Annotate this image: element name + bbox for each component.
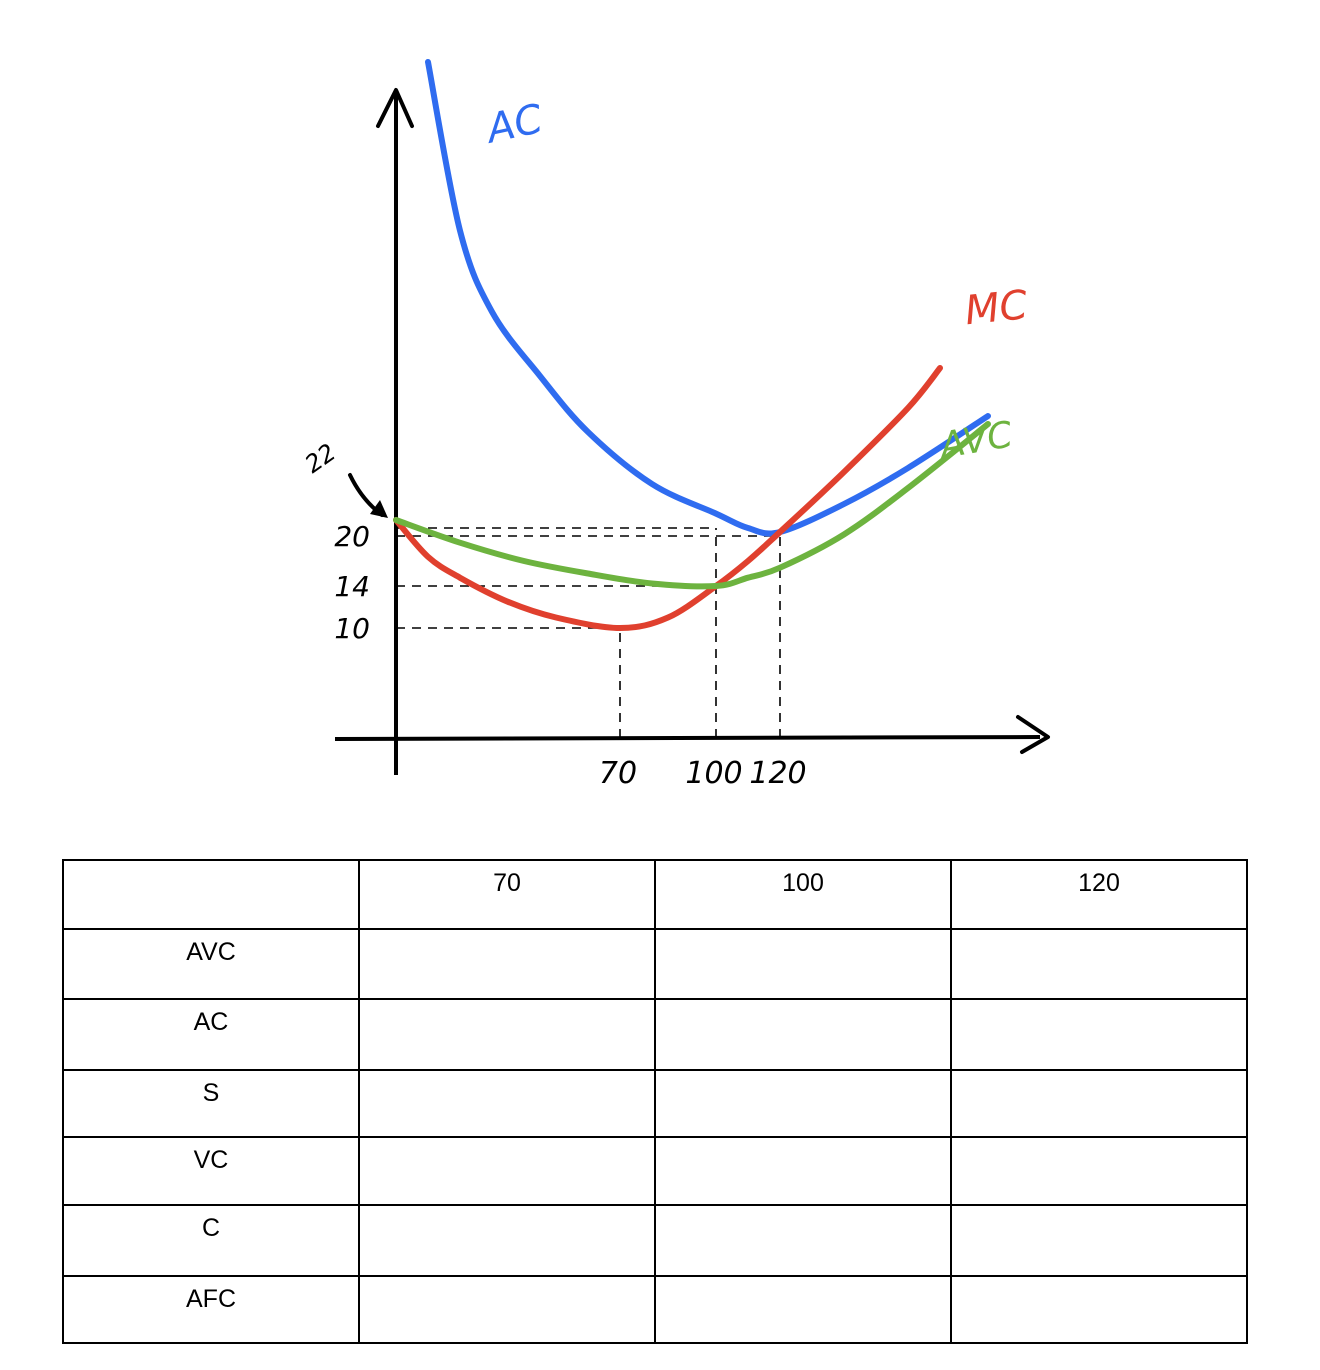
arrowhead-icon bbox=[370, 500, 388, 518]
curve-avc bbox=[393, 421, 991, 590]
x-axis-arrow-icon bbox=[1016, 715, 1050, 754]
table-row: VC bbox=[62, 1136, 1248, 1206]
row-label: C bbox=[62, 1204, 360, 1277]
table-header-row: 70 100 120 bbox=[62, 859, 1248, 930]
row-label: VC bbox=[62, 1136, 360, 1206]
table-header-cell: 100 bbox=[654, 859, 952, 930]
annotations: 22 bbox=[300, 438, 388, 518]
table-cell bbox=[950, 998, 1248, 1071]
table-cell bbox=[358, 1204, 656, 1277]
row-label: S bbox=[62, 1069, 360, 1138]
table-header-cell: 70 bbox=[358, 859, 656, 930]
table-cell bbox=[654, 928, 952, 1000]
table-cell bbox=[654, 998, 952, 1071]
series-label-mc: MC bbox=[963, 282, 1030, 334]
x-tick-label: 120 bbox=[749, 756, 806, 791]
table-cell bbox=[654, 1136, 952, 1206]
x-axis bbox=[334, 735, 1041, 741]
row-label: AC bbox=[62, 998, 360, 1071]
table-cell bbox=[358, 928, 656, 1000]
table-cell bbox=[358, 1069, 656, 1138]
curve-mc bbox=[393, 365, 943, 631]
table-cell bbox=[950, 1204, 1248, 1277]
table-cell bbox=[654, 1069, 952, 1138]
table-row: C bbox=[62, 1204, 1248, 1277]
table-cell bbox=[654, 1275, 952, 1344]
y-tick-label: 20 bbox=[334, 520, 370, 553]
table-header-cell bbox=[62, 859, 360, 930]
table-row: AC bbox=[62, 998, 1248, 1071]
series-label-ac: AC bbox=[480, 96, 547, 153]
series-curves: AC MC AVC bbox=[393, 59, 1030, 631]
table-cell bbox=[358, 1275, 656, 1344]
cost-curves-chart: AC MC AVC 70 100 120 10 14 20 22 bbox=[300, 59, 1050, 791]
table-cell bbox=[950, 1069, 1248, 1138]
table-cell bbox=[358, 1136, 656, 1206]
x-tick-label: 100 bbox=[685, 756, 742, 791]
x-tick-label: 70 bbox=[599, 756, 637, 791]
curve-ac bbox=[425, 59, 991, 537]
guide-lines bbox=[396, 527, 781, 738]
table-row: S bbox=[62, 1069, 1248, 1138]
row-label: AVC bbox=[62, 928, 360, 1000]
table-header-cell: 120 bbox=[950, 859, 1248, 930]
cost-table: 70 100 120 AVC AC S VC C AFC bbox=[62, 859, 1248, 1344]
tick-labels: 70 100 120 10 14 20 bbox=[334, 520, 806, 791]
table-row: AFC bbox=[62, 1275, 1248, 1344]
table-cell bbox=[654, 1204, 952, 1277]
table-cell bbox=[950, 1136, 1248, 1206]
y-axis-arrow-icon bbox=[376, 88, 414, 128]
table-cell bbox=[358, 998, 656, 1071]
y-tick-label: 14 bbox=[334, 570, 370, 603]
table-row: AVC bbox=[62, 928, 1248, 1000]
axes bbox=[334, 88, 1050, 775]
y-tick-label: 10 bbox=[334, 612, 370, 645]
series-label-avc: AVC bbox=[935, 414, 1016, 467]
table-cell bbox=[950, 928, 1248, 1000]
table-cell bbox=[950, 1275, 1248, 1344]
annotation-label: 22 bbox=[300, 438, 341, 478]
row-label: AFC bbox=[62, 1275, 360, 1344]
